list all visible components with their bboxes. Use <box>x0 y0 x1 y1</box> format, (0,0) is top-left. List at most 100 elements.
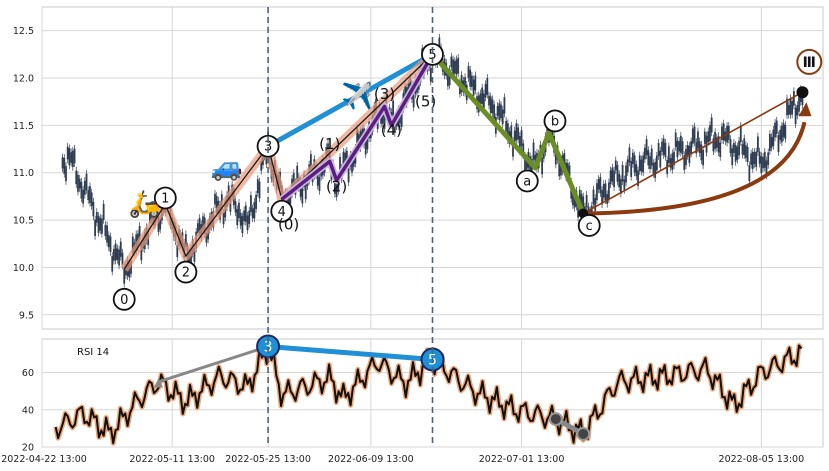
candle-body <box>482 93 485 109</box>
candle-body <box>642 155 645 173</box>
candle-body <box>791 100 794 115</box>
candle-body <box>777 135 780 152</box>
sub-wave-label: (4) <box>381 121 402 139</box>
candle-body <box>606 194 609 204</box>
candle-body <box>669 158 672 168</box>
wave-label-circle <box>112 287 136 311</box>
candle-body <box>202 216 204 231</box>
rsi-bear-divergence-line <box>267 343 433 362</box>
candle-body <box>481 87 484 104</box>
x-tick: 2022-07-01 13:00 <box>479 454 565 465</box>
candle-body <box>707 131 710 143</box>
candle-body <box>71 150 74 168</box>
sub-wave-label: (1) <box>319 135 340 153</box>
candle-body <box>755 151 758 168</box>
candle-body <box>673 151 675 166</box>
rsi-title: RSI 14 <box>77 347 109 358</box>
price-y-tick: 9.5 <box>19 310 34 321</box>
degree-label-circle <box>796 48 823 75</box>
candle-body <box>251 208 254 219</box>
wave-label-circle <box>174 260 198 284</box>
candle-body <box>222 212 225 225</box>
candle-body <box>90 192 93 206</box>
candle-body <box>787 104 790 115</box>
candle-body <box>106 225 108 243</box>
candle-body <box>596 183 598 201</box>
candle-body <box>616 164 619 182</box>
candle-body <box>657 142 660 157</box>
candle-body <box>500 104 502 119</box>
candle-body <box>645 139 648 156</box>
candle-body <box>150 209 153 221</box>
candle-body <box>95 211 98 223</box>
wave-label: 5 <box>428 48 436 63</box>
candle-body <box>241 216 244 234</box>
candle-body <box>352 155 355 167</box>
degree-label: Ⅲ <box>803 55 816 71</box>
candle-body <box>234 201 237 213</box>
candle-body <box>255 194 257 209</box>
candle-body <box>697 131 699 149</box>
candle-body <box>623 179 626 190</box>
candle-body <box>649 156 651 169</box>
candle-body <box>532 142 535 160</box>
candle-body <box>750 153 752 165</box>
candle-body <box>578 189 581 207</box>
candle-body <box>796 105 799 116</box>
candle-body <box>356 128 359 144</box>
candle-body <box>679 135 682 153</box>
candle-body <box>70 152 73 163</box>
candle-body <box>560 165 562 176</box>
candle-body <box>339 156 341 173</box>
candle-body <box>621 165 624 182</box>
candle-body <box>604 183 607 201</box>
candle-body <box>447 71 449 87</box>
candle-body <box>522 143 525 156</box>
candle-body <box>159 218 162 230</box>
candle-body <box>452 59 454 77</box>
candle-body <box>503 97 506 114</box>
candle-body <box>753 151 756 164</box>
candle-body <box>214 193 216 205</box>
candle-body <box>690 141 693 154</box>
candle-body <box>250 195 252 213</box>
candle-body <box>479 93 482 104</box>
candle-body <box>467 66 470 79</box>
candle-body <box>686 144 689 156</box>
candle-body <box>654 161 657 179</box>
candle-body <box>289 192 292 204</box>
candle-body <box>256 179 259 194</box>
wave-label-circle <box>515 169 539 193</box>
candle-body <box>715 137 718 148</box>
candle-body <box>640 159 643 172</box>
candle-body <box>506 123 509 141</box>
projection-line <box>582 91 803 215</box>
candle-body <box>695 141 698 154</box>
candle-body <box>719 142 722 158</box>
candle-body <box>630 160 633 177</box>
wave-label-circle <box>421 42 444 66</box>
candle-body <box>558 159 561 177</box>
candle-body <box>65 166 67 182</box>
candle-body <box>107 235 110 248</box>
candle-body <box>572 192 574 206</box>
candle-body <box>676 140 679 158</box>
candle-body <box>190 248 192 266</box>
candle-body <box>149 206 151 224</box>
candle-body <box>68 148 71 166</box>
candle-body <box>798 94 800 112</box>
candle-body <box>309 154 312 169</box>
candle-body <box>118 249 120 266</box>
candle-body <box>703 131 706 144</box>
candle-body <box>745 145 747 158</box>
wave-label: 0 <box>120 293 128 308</box>
candle-body <box>75 170 78 185</box>
candle-body <box>650 148 653 166</box>
wave-label: 2 <box>182 266 190 281</box>
candle-body <box>674 132 677 147</box>
candle-body <box>450 56 453 68</box>
candle-body <box>248 210 251 224</box>
candle-body <box>113 248 115 261</box>
wave-label-circle <box>270 199 294 223</box>
candle-body <box>243 210 246 222</box>
